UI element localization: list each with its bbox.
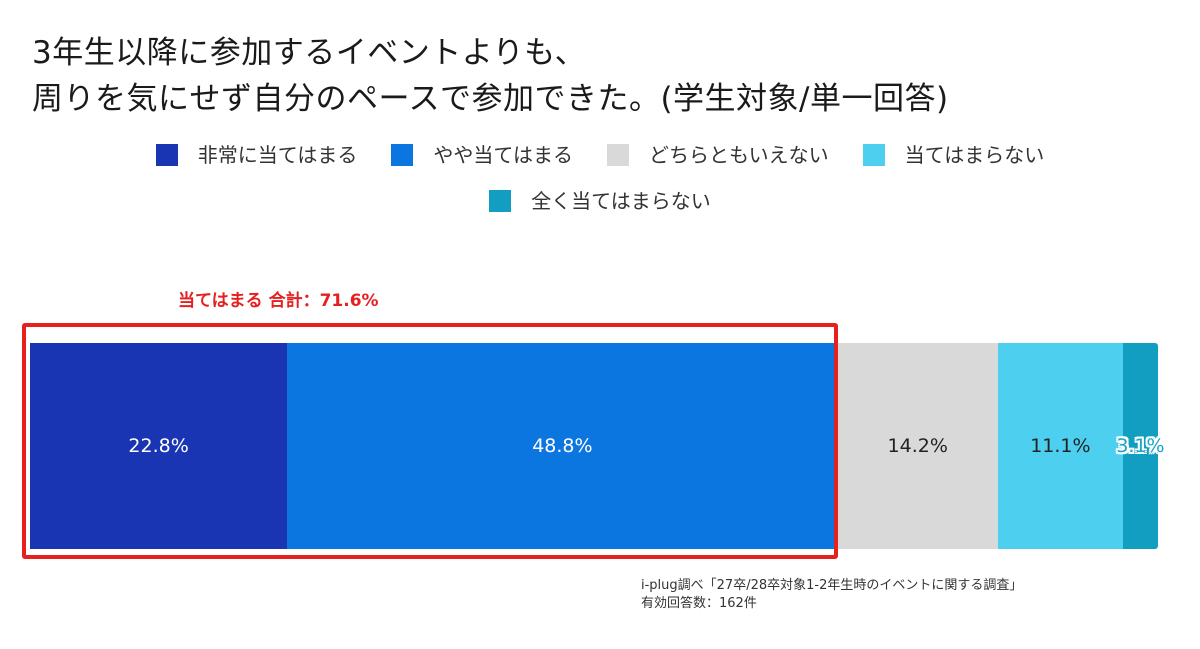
bar-segment: 11.1% xyxy=(997,343,1123,549)
source-note: i-plug調べ「27卒/28卒対象1-2年生時のイベントに関する調査」 有効回… xyxy=(641,577,1022,613)
bar-segment: 22.8% xyxy=(30,343,288,549)
bar-segment: 3.1% xyxy=(1116,343,1165,549)
data-label: 11.1% xyxy=(1030,435,1091,457)
bar-segment: 14.2% xyxy=(837,343,998,549)
legend-swatch xyxy=(391,144,414,166)
legend-swatch xyxy=(607,144,629,166)
chart-title-line-2: 周りを気にせず自分のペースで参加できた。(学生対象/単一回答) xyxy=(32,81,949,117)
legend-swatch xyxy=(489,190,512,212)
legend-label: 非常に当てはまる xyxy=(197,143,358,167)
data-label: 48.8% xyxy=(532,435,593,457)
legend-item: どちらともいえない xyxy=(607,140,829,170)
chart-title: 3年生以降に参加するイベントよりも、 周りを気にせず自分のペースで参加できた。(… xyxy=(32,30,1172,122)
data-label: 14.2% xyxy=(887,435,948,457)
legend-swatch xyxy=(862,144,885,166)
sample-size-line: 有効回答数：162件 xyxy=(641,596,757,611)
data-label: 22.8% xyxy=(128,435,189,457)
source-line: i-plug調べ「27卒/28卒対象1-2年生時のイベントに関する調査」 xyxy=(641,578,1023,593)
legend-label: 全く当てはまらない xyxy=(531,189,711,213)
chart-title-line-1: 3年生以降に参加するイベントよりも、 xyxy=(32,35,587,71)
legend-label: 当てはまらない xyxy=(904,143,1045,167)
bar-segment: 48.8% xyxy=(287,343,838,549)
legend-label: やや当てはまる xyxy=(433,143,573,167)
legend-item: 非常に当てはまる xyxy=(155,140,358,170)
legend-item: 全く当てはまらない xyxy=(489,186,711,216)
highlight-total-label: 当てはまる 合計：71.6% xyxy=(178,291,379,311)
stacked-bar: 22.8% 48.8% 14.2% 11.1% 3.1% xyxy=(30,343,1165,549)
legend-swatch xyxy=(155,144,178,166)
data-label: 3.1% xyxy=(1116,435,1165,457)
legend-item: 当てはまらない xyxy=(862,140,1045,170)
chart-legend: 非常に当てはまる やや当てはまる どちらともいえない 当てはまらない全く当てはまらない xyxy=(60,140,1140,216)
legend-label: どちらともいえない xyxy=(649,143,829,167)
legend-item: やや当てはまる xyxy=(391,140,573,170)
